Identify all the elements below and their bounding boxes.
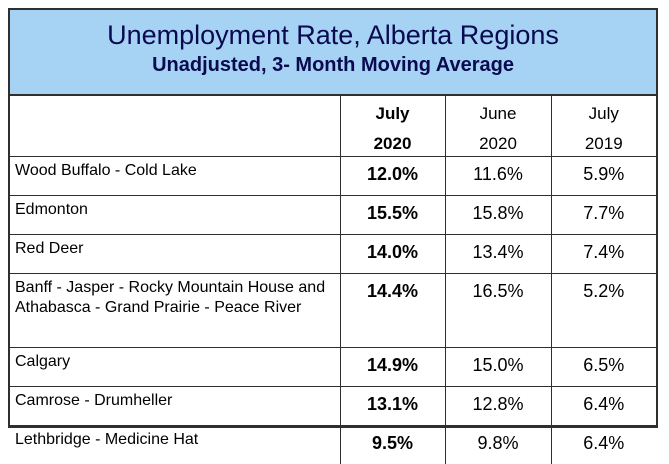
region-label: Wood Buffalo - Cold Lake: [10, 157, 340, 196]
chart-title: Unemployment Rate, Alberta Regions: [10, 20, 656, 50]
header-col-0-month: July: [341, 104, 445, 124]
region-label: Red Deer: [10, 235, 340, 274]
value-cell: 6.4%: [551, 426, 656, 464]
value-cell: 15.0%: [445, 348, 551, 387]
header-col-0: July 2020: [340, 96, 445, 157]
value-cell: 15.8%: [445, 196, 551, 235]
value-cell: 6.4%: [551, 387, 656, 426]
value-cell: 12.8%: [445, 387, 551, 426]
data-table: July 2020 June 2020 July 2019 Wood Buffa…: [10, 96, 656, 464]
header-col-2-month: July: [552, 104, 657, 124]
region-label: Calgary: [10, 348, 340, 387]
region-label: Banff - Jasper - Rocky Mountain House an…: [10, 274, 340, 348]
header-col-1: June 2020: [445, 96, 551, 157]
value-cell: 7.4%: [551, 235, 656, 274]
value-cell: 14.4%: [340, 274, 445, 348]
value-cell: 13.1%: [340, 387, 445, 426]
header-row: July 2020 June 2020 July 2019: [10, 96, 656, 157]
value-cell: 7.7%: [551, 196, 656, 235]
value-cell: 13.4%: [445, 235, 551, 274]
region-label: Lethbridge - Medicine Hat: [10, 426, 340, 464]
value-cell: 5.9%: [551, 157, 656, 196]
value-cell: 15.5%: [340, 196, 445, 235]
table-row: Banff - Jasper - Rocky Mountain House an…: [10, 274, 656, 348]
table-frame: Unemployment Rate, Alberta Regions Unadj…: [8, 8, 658, 428]
header-col-1-year: 2020: [446, 134, 551, 154]
value-cell: 11.6%: [445, 157, 551, 196]
value-cell: 5.2%: [551, 274, 656, 348]
region-label: Edmonton: [10, 196, 340, 235]
value-cell: 6.5%: [551, 348, 656, 387]
value-cell: 9.5%: [340, 426, 445, 464]
header-col-1-month: June: [446, 104, 551, 124]
header-region: [10, 96, 340, 157]
chart-subtitle: Unadjusted, 3- Month Moving Average: [10, 53, 656, 77]
title-banner: Unemployment Rate, Alberta Regions Unadj…: [10, 10, 656, 96]
header-col-2: July 2019: [551, 96, 656, 157]
value-cell: 12.0%: [340, 157, 445, 196]
value-cell: 16.5%: [445, 274, 551, 348]
header-col-2-year: 2019: [552, 134, 657, 154]
value-cell: 9.8%: [445, 426, 551, 464]
region-label: Camrose - Drumheller: [10, 387, 340, 426]
header-col-0-year: 2020: [341, 134, 445, 154]
value-cell: 14.0%: [340, 235, 445, 274]
value-cell: 14.9%: [340, 348, 445, 387]
